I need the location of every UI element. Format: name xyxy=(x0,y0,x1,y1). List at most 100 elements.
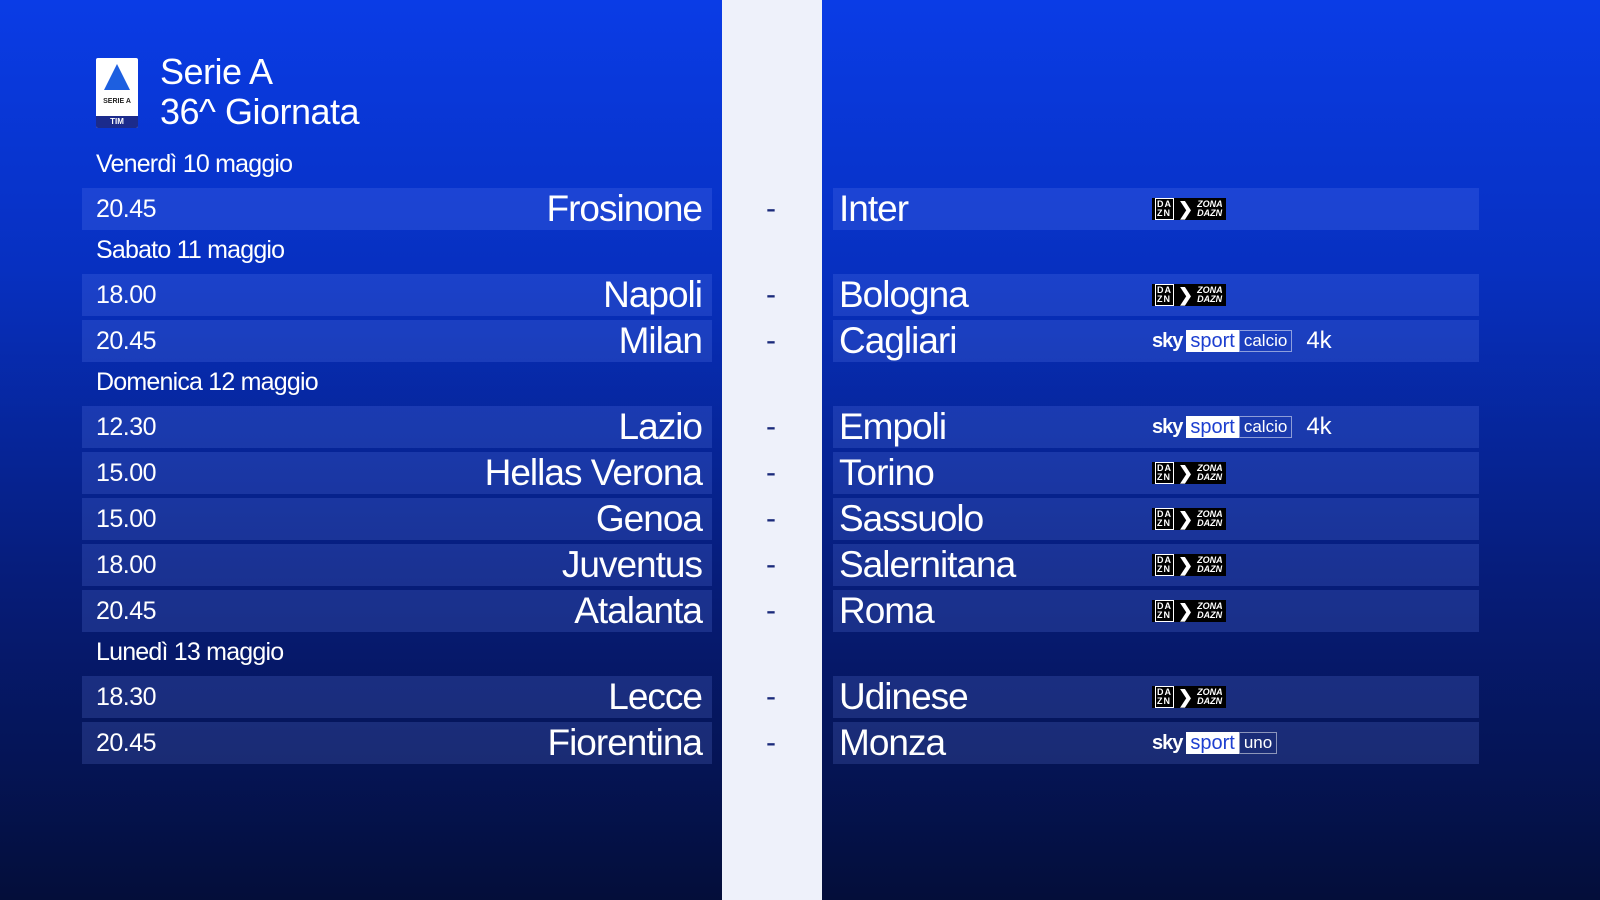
dazn-logo: DA ZN ❯ ZONA DAZN xyxy=(1152,508,1226,530)
zona-dazn-text: DAZN xyxy=(1197,610,1223,620)
dazn-text-2: ZN xyxy=(1157,564,1171,574)
dazn-box: DA ZN xyxy=(1155,462,1174,484)
zona-dazn: ZONA DAZN xyxy=(1197,510,1223,528)
dazn-text-1: DA xyxy=(1157,601,1172,611)
chevron-right-icon: ❯ xyxy=(1178,198,1194,219)
logo-text: SERIE A xyxy=(103,98,131,105)
dazn-text-2: ZN xyxy=(1157,294,1171,304)
away-team: Cagliari xyxy=(839,320,957,361)
zona-dazn-text: DAZN xyxy=(1197,518,1223,528)
center-divider xyxy=(722,0,822,900)
dazn-box: DA ZN xyxy=(1155,686,1174,708)
match-row-home xyxy=(82,498,712,540)
kickoff-time: 20.45 xyxy=(96,597,157,625)
broadcaster-logo: sky sport calcio 4k xyxy=(1152,320,1332,362)
dazn-box: DA ZN xyxy=(1155,600,1174,622)
sky-sport-logo: sky sport calcio 4k xyxy=(1152,327,1332,355)
match-row-home xyxy=(82,406,712,448)
kickoff-time: 20.45 xyxy=(96,327,157,355)
dazn-text-2: ZN xyxy=(1157,208,1171,218)
dazn-text-1: DA xyxy=(1157,463,1172,473)
zona-text: ZONA xyxy=(1197,199,1223,209)
dazn-text-1: DA xyxy=(1157,285,1172,295)
separator: - xyxy=(766,192,776,225)
dazn-logo: DA ZN ❯ ZONA DAZN xyxy=(1152,686,1226,708)
sky-text: sky xyxy=(1152,329,1183,352)
dazn-logo: DA ZN ❯ ZONA DAZN xyxy=(1152,554,1226,576)
home-team: Genoa xyxy=(595,498,703,539)
quality-badge: 4k xyxy=(1306,413,1332,440)
match-row-home xyxy=(82,274,712,316)
separator: - xyxy=(766,726,776,759)
day-label: Domenica 12 maggio xyxy=(96,368,319,396)
home-team: Atalanta xyxy=(574,590,703,631)
sky-text: sky xyxy=(1152,415,1183,438)
dazn-logo: DA ZN ❯ ZONA DAZN xyxy=(1152,284,1226,306)
zona-text: ZONA xyxy=(1197,463,1223,473)
dazn-box: DA ZN xyxy=(1155,198,1174,220)
dazn-text-2: ZN xyxy=(1157,518,1171,528)
zona-dazn: ZONA DAZN xyxy=(1197,602,1223,620)
broadcaster-logo: sky sport uno xyxy=(1152,722,1278,764)
away-team: Empoli xyxy=(839,406,947,447)
zona-text: ZONA xyxy=(1197,687,1223,697)
kickoff-time: 12.30 xyxy=(96,413,157,441)
zona-dazn-text: DAZN xyxy=(1197,294,1223,304)
away-team: Sassuolo xyxy=(839,498,984,539)
sky-text: sky xyxy=(1152,731,1183,754)
zona-text: ZONA xyxy=(1197,285,1223,295)
channel-text: calcio xyxy=(1238,330,1293,352)
home-team: Milan xyxy=(618,320,703,361)
sport-text: sport xyxy=(1186,732,1239,754)
zona-dazn: ZONA DAZN xyxy=(1197,464,1223,482)
dazn-logo: DA ZN ❯ ZONA DAZN xyxy=(1152,600,1226,622)
dazn-text-2: ZN xyxy=(1157,472,1171,482)
chevron-right-icon: ❯ xyxy=(1178,600,1194,621)
sky-sport-logo: sky sport calcio 4k xyxy=(1152,413,1332,441)
zona-dazn: ZONA DAZN xyxy=(1197,286,1223,304)
away-team: Inter xyxy=(839,188,909,229)
away-team: Udinese xyxy=(839,676,969,717)
home-team: Fiorentina xyxy=(547,722,703,763)
broadcaster-logo: DA ZN ❯ ZONA DAZN xyxy=(1152,590,1226,632)
zona-text: ZONA xyxy=(1197,601,1223,611)
dazn-text-2: ZN xyxy=(1157,696,1171,706)
match-row-home xyxy=(82,722,712,764)
logo-sponsor: TIM xyxy=(96,116,138,128)
match-row-home xyxy=(82,452,712,494)
separator: - xyxy=(766,456,776,489)
kickoff-time: 18.30 xyxy=(96,683,157,711)
chevron-right-icon: ❯ xyxy=(1178,686,1194,707)
broadcaster-logo: DA ZN ❯ ZONA DAZN xyxy=(1152,544,1226,586)
chevron-right-icon: ❯ xyxy=(1178,508,1194,529)
match-row-home xyxy=(82,320,712,362)
dazn-box: DA ZN xyxy=(1155,508,1174,530)
zona-dazn: ZONA DAZN xyxy=(1197,556,1223,574)
away-team: Bologna xyxy=(839,274,969,315)
home-team: Lecce xyxy=(608,676,703,717)
sport-text: sport xyxy=(1186,330,1239,352)
day-label: Sabato 11 maggio xyxy=(96,236,285,264)
dazn-text-1: DA xyxy=(1157,199,1172,209)
separator: - xyxy=(766,680,776,713)
match-row-away xyxy=(833,320,1479,362)
away-team: Monza xyxy=(839,722,946,763)
broadcaster-logo: DA ZN ❯ ZONA DAZN xyxy=(1152,274,1226,316)
page-title: Serie A 36^ Giornata xyxy=(160,52,360,132)
broadcaster-logo: sky sport calcio 4k xyxy=(1152,406,1332,448)
kickoff-time: 20.45 xyxy=(96,195,157,223)
kickoff-time: 18.00 xyxy=(96,281,157,309)
away-team: Salernitana xyxy=(839,544,1016,585)
zona-text: ZONA xyxy=(1197,509,1223,519)
zona-dazn-text: DAZN xyxy=(1197,472,1223,482)
sport-text: sport xyxy=(1186,416,1239,438)
home-team: Frosinone xyxy=(546,188,703,229)
broadcaster-logo: DA ZN ❯ ZONA DAZN xyxy=(1152,188,1226,230)
away-team: Torino xyxy=(839,452,935,493)
quality-badge: 4k xyxy=(1306,327,1332,354)
broadcaster-logo: DA ZN ❯ ZONA DAZN xyxy=(1152,676,1226,718)
serie-a-logo: SERIE A TIM xyxy=(96,58,138,128)
day-label: Lunedì 13 maggio xyxy=(96,638,284,666)
home-team: Juventus xyxy=(561,544,703,585)
sky-sport-logo: sky sport uno xyxy=(1152,731,1278,755)
